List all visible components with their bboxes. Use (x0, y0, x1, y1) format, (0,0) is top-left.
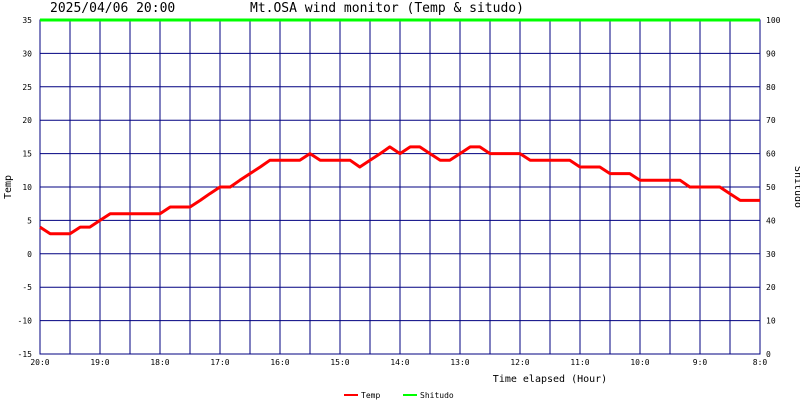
y-tick-label: 15 (22, 150, 32, 159)
x-tick-label: 18:0 (150, 358, 169, 367)
x-axis-label: Time elapsed (Hour) (493, 374, 607, 385)
x-tick-label: 15:0 (330, 358, 349, 367)
y2-tick-label: 20 (766, 283, 776, 292)
y2-tick-label: 0 (766, 350, 771, 359)
y-tick-label: -10 (18, 317, 33, 326)
y2-tick-label: 60 (766, 150, 776, 159)
legend-shitudo-label: Shitudo (420, 391, 454, 400)
y-axis-label: Temp (3, 175, 14, 199)
x-tick-label: 9:0 (693, 358, 708, 367)
x-tick-label: 16:0 (270, 358, 289, 367)
x-tick-label: 10:0 (630, 358, 649, 367)
y2-tick-label: 100 (766, 16, 781, 25)
x-tick-label: 12:0 (510, 358, 529, 367)
y-tick-label: -15 (18, 350, 33, 359)
y2-tick-label: 40 (766, 216, 776, 225)
legend-temp-label: Temp (361, 391, 380, 400)
y-tick-label: 10 (22, 183, 32, 192)
y-tick-label: 20 (22, 116, 32, 125)
x-tick-label: 13:0 (450, 358, 469, 367)
y-tick-label: 0 (27, 250, 32, 259)
y2-tick-label: 90 (766, 49, 776, 58)
chart-title: Mt.OSA wind monitor (Temp & situdo) (250, 1, 524, 16)
grid-lines (39, 19, 761, 355)
y-tick-label: 35 (22, 16, 32, 25)
header-bar: 2025/04/06 20:00 Mt.OSA wind monitor (Te… (0, 0, 800, 18)
y2-tick-label: 80 (766, 83, 776, 92)
x-tick-label: 11:0 (570, 358, 589, 367)
chart-datetime: 2025/04/06 20:00 (50, 1, 176, 16)
x-axis-ticks: 20:0 19:0 18:0 17:0 16:0 15:0 14:0 13:0 12:0 11:0… (30, 358, 767, 367)
y-tick-label: 30 (22, 49, 32, 58)
y2-tick-label: 50 (766, 183, 776, 192)
y2-tick-label: 10 (766, 317, 776, 326)
x-tick-label: 19:0 (90, 358, 109, 367)
series-line-temp (39, 145, 760, 236)
x-tick-label: 17:0 (210, 358, 229, 367)
y-tick-label: 25 (22, 83, 32, 92)
y-axis-ticks: 35 30 25 20 15 10 5 0 -5 -10 -15 (18, 16, 33, 359)
series-lines (39, 18, 760, 236)
y2-axis-label: Shitudo (792, 166, 800, 208)
y2-tick-label: 30 (766, 250, 776, 259)
legend: Temp Shitudo (344, 391, 454, 400)
y-tick-label: 5 (27, 216, 32, 225)
y2-tick-label: 70 (766, 116, 776, 125)
x-tick-label: 20:0 (30, 358, 49, 367)
y-tick-label: -5 (22, 283, 32, 292)
x-tick-label: 8:0 (753, 358, 768, 367)
x-tick-label: 14:0 (390, 358, 409, 367)
